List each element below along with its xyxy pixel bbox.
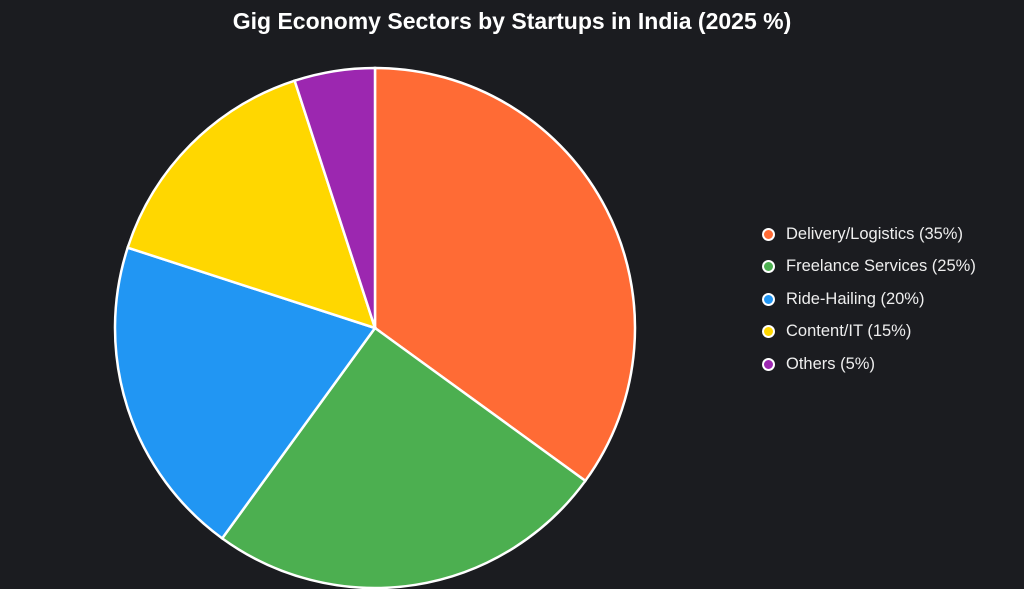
- legend-marker-icon: [762, 325, 775, 339]
- legend-item[interactable]: Freelance Services (25%): [762, 251, 976, 284]
- legend-item[interactable]: Others (5%): [762, 348, 976, 381]
- pie-slice-2[interactable]: [113, 246, 378, 541]
- legend-item[interactable]: Ride-Hailing (20%): [762, 283, 976, 316]
- legend-label: Others (5%): [786, 354, 875, 373]
- legend-marker-icon: [762, 357, 775, 371]
- legend-item[interactable]: Delivery/Logistics (35%): [762, 218, 976, 251]
- pie-slice-3[interactable]: [126, 79, 377, 330]
- legend-label: Content/IT (15%): [786, 322, 912, 341]
- legend-marker-icon: [762, 260, 775, 274]
- legend-marker-icon: [762, 292, 775, 306]
- legend: Delivery/Logistics (35%) Freelance Servic…: [762, 218, 976, 381]
- legend-label: Ride-Hailing (20%): [786, 289, 925, 308]
- pie-slice-4[interactable]: [293, 66, 377, 329]
- legend-item[interactable]: Content/IT (15%): [762, 316, 976, 349]
- pie-slice-1[interactable]: [220, 326, 588, 589]
- legend-label: Delivery/Logistics (35%): [786, 224, 963, 243]
- legend-marker-icon: [762, 227, 775, 241]
- pie-slice-0[interactable]: [373, 66, 637, 483]
- chart-title: Gig Economy Sectors by Startups in India…: [232, 8, 792, 34]
- legend-label: Freelance Services (25%): [786, 257, 976, 276]
